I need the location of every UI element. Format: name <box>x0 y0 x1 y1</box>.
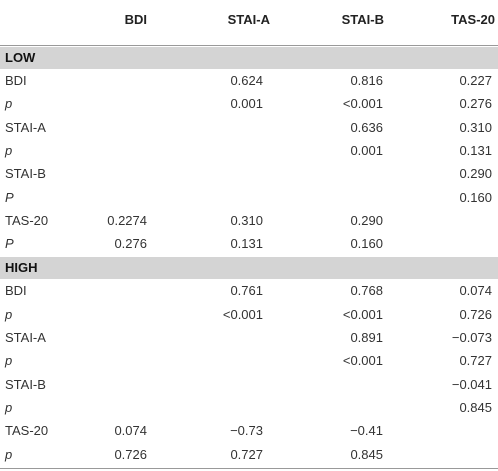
cell-value: 0.310 <box>459 119 492 135</box>
cell-value: 0.845 <box>350 446 383 462</box>
row-label: P <box>5 236 14 252</box>
row-label: BDI <box>5 283 27 299</box>
cell-value: <0.001 <box>222 306 263 322</box>
row-label: p <box>5 353 13 369</box>
cell-value: 0.160 <box>459 189 492 205</box>
cell-value: 0.727 <box>230 446 263 462</box>
row-label: BDI <box>5 73 27 88</box>
cell-value: 0.276 <box>459 96 492 112</box>
cell-value: 0.2274 <box>107 212 147 228</box>
cell-value: 0.727 <box>459 353 492 369</box>
cell-value: 0.726 <box>459 306 492 322</box>
cell-value: 0.074 <box>459 283 492 299</box>
row-label: STAI-A <box>5 330 46 345</box>
row-label: P <box>5 189 14 205</box>
cell-value: 0.845 <box>459 399 492 415</box>
column-header: STAI-B <box>341 12 384 27</box>
cell-value: −0.73 <box>230 423 263 439</box>
cell-value: <0.001 <box>342 96 383 112</box>
cell-value: 0.290 <box>459 166 492 182</box>
section-band <box>0 257 498 280</box>
bottom-rule <box>0 468 498 469</box>
row-label: TAS-20 <box>5 212 49 228</box>
row-label: p <box>5 96 13 112</box>
cell-value: −0.041 <box>451 376 492 392</box>
cell-value: 0.726 <box>114 446 147 462</box>
cell-value: 0.636 <box>350 119 383 135</box>
column-header: BDI <box>124 12 147 27</box>
row-label: p <box>5 306 13 322</box>
cell-value: 0.276 <box>114 236 147 252</box>
row-label: p <box>5 399 13 415</box>
cell-value: 0.074 <box>114 423 147 439</box>
section-band <box>0 47 498 69</box>
row-label: p <box>5 446 13 462</box>
cell-value: 0.131 <box>230 236 263 252</box>
cell-value: 0.816 <box>350 73 383 88</box>
row-label: STAI-B <box>5 166 46 182</box>
row-label: STAI-A <box>5 119 46 135</box>
cell-value: 0.310 <box>230 212 263 228</box>
cell-value: 0.891 <box>350 330 383 345</box>
cell-value: 0.290 <box>350 212 383 228</box>
cell-value: −0.41 <box>350 423 383 439</box>
cell-value: 0.768 <box>350 283 383 299</box>
cell-value: <0.001 <box>342 306 383 322</box>
cell-value: 0.624 <box>230 73 263 88</box>
column-header: STAI-A <box>227 12 270 27</box>
cell-value: 0.761 <box>230 283 263 299</box>
cell-value: 0.227 <box>459 73 492 88</box>
cell-value: 0.160 <box>350 236 383 252</box>
row-label: STAI-B <box>5 376 46 392</box>
section-title: LOW <box>5 50 36 65</box>
row-label: p <box>5 142 13 158</box>
column-header: TAS-20 <box>451 12 495 27</box>
cell-value: −0.073 <box>451 330 492 345</box>
cell-value: 0.131 <box>459 142 492 158</box>
cell-value: <0.001 <box>342 353 383 369</box>
cell-value: 0.001 <box>350 142 383 158</box>
row-label: TAS-20 <box>5 423 49 439</box>
section-title: HIGH <box>5 260 38 276</box>
cell-value: 0.001 <box>230 96 263 112</box>
header-rule <box>0 45 498 46</box>
